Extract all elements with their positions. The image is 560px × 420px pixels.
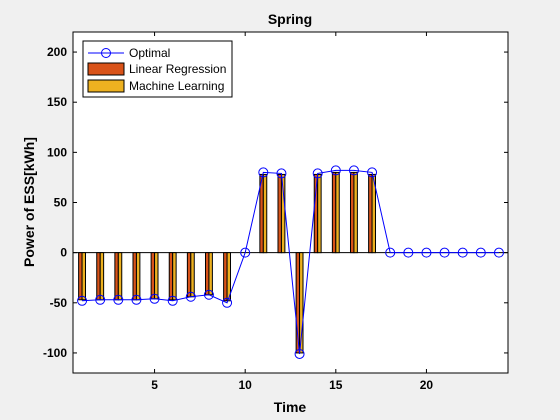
y-tick-label: -100 (43, 346, 67, 360)
legend-lr-label: Linear Regression (129, 62, 226, 76)
x-axis-label: Time (274, 399, 307, 415)
x-tick-label: 10 (239, 378, 253, 392)
optimal-point (439, 247, 450, 258)
bars-group (78, 171, 377, 354)
optimal-point (457, 247, 468, 258)
bar-machine-learning (99, 252, 105, 301)
optimal-point (203, 289, 214, 300)
optimal-point (258, 167, 269, 178)
chart-title: Spring (268, 11, 312, 27)
bar-linear-regression (223, 252, 228, 302)
bar-machine-learning (172, 252, 177, 301)
bar-linear-regression (204, 252, 210, 296)
optimal-point (475, 247, 486, 258)
x-tick-label: 15 (329, 378, 343, 392)
bar-linear-regression (132, 252, 137, 301)
optimal-point (421, 247, 432, 258)
bar-linear-regression (186, 252, 192, 298)
optimal-point (403, 247, 414, 258)
bar-machine-learning (154, 252, 159, 300)
legend: Optimal Linear Regression Machine Learni… (82, 40, 233, 98)
bar-linear-regression (331, 171, 337, 254)
bar-machine-learning (335, 171, 340, 254)
y-tick-label: 0 (60, 246, 67, 260)
bar-machine-learning (262, 173, 268, 254)
bar-linear-regression (349, 171, 355, 254)
optimal-point (276, 168, 287, 179)
ticks-group: 5 10 15 20 -100 -50 0 50 100 150 200 (43, 32, 508, 392)
legend-optimal-marker (101, 48, 111, 58)
bar-linear-regression (368, 173, 373, 254)
optimal-line (82, 169, 499, 354)
optimal-point (185, 291, 196, 302)
optimal-point (113, 294, 124, 305)
x-tick-label: 5 (151, 378, 158, 392)
bar-machine-learning (190, 252, 195, 298)
y-tick-label: 100 (47, 145, 67, 159)
bar-machine-learning (208, 252, 213, 296)
optimal-point (240, 247, 251, 258)
legend-lr-swatch (87, 62, 125, 76)
bar-machine-learning (135, 252, 141, 301)
bar-machine-learning (280, 173, 286, 254)
bar-linear-regression (150, 252, 156, 300)
optimal-point (95, 294, 106, 305)
optimal-point (149, 293, 160, 304)
optimal-point (367, 167, 378, 178)
optimal-point (294, 348, 305, 359)
bar-linear-regression (78, 252, 83, 301)
bar-linear-regression (277, 173, 282, 254)
x-tick-label: 20 (420, 378, 434, 392)
bar-machine-learning (353, 171, 358, 254)
optimal-point (222, 297, 233, 308)
optimal-line-group (77, 165, 504, 359)
optimal-point (330, 165, 341, 176)
legend-ml-swatch (87, 79, 125, 93)
bar-linear-regression (114, 252, 119, 301)
y-axis-label: Power of ESS[kWh] (21, 137, 37, 267)
y-tick-label: 150 (47, 95, 67, 109)
optimal-point (167, 295, 178, 306)
y-tick-label: 200 (47, 45, 67, 59)
optimal-point (348, 165, 359, 176)
legend-optimal-label: Optimal (129, 46, 170, 60)
bar-machine-learning (299, 252, 304, 354)
y-tick-label: -50 (50, 296, 68, 310)
y-tick-label: 50 (54, 196, 68, 210)
optimal-point (131, 294, 142, 305)
bar-machine-learning (81, 252, 87, 301)
legend-ml-label: Machine Learning (129, 79, 224, 93)
optimal-point (493, 247, 504, 258)
bar-linear-regression (96, 252, 101, 301)
bar-machine-learning (226, 252, 232, 302)
bar-machine-learning (371, 173, 377, 254)
optimal-point (312, 168, 323, 179)
bar-linear-regression (168, 252, 174, 301)
optimal-point (385, 247, 396, 258)
bar-machine-learning (117, 252, 123, 301)
bar-machine-learning (317, 173, 322, 254)
optimal-point (77, 295, 88, 306)
